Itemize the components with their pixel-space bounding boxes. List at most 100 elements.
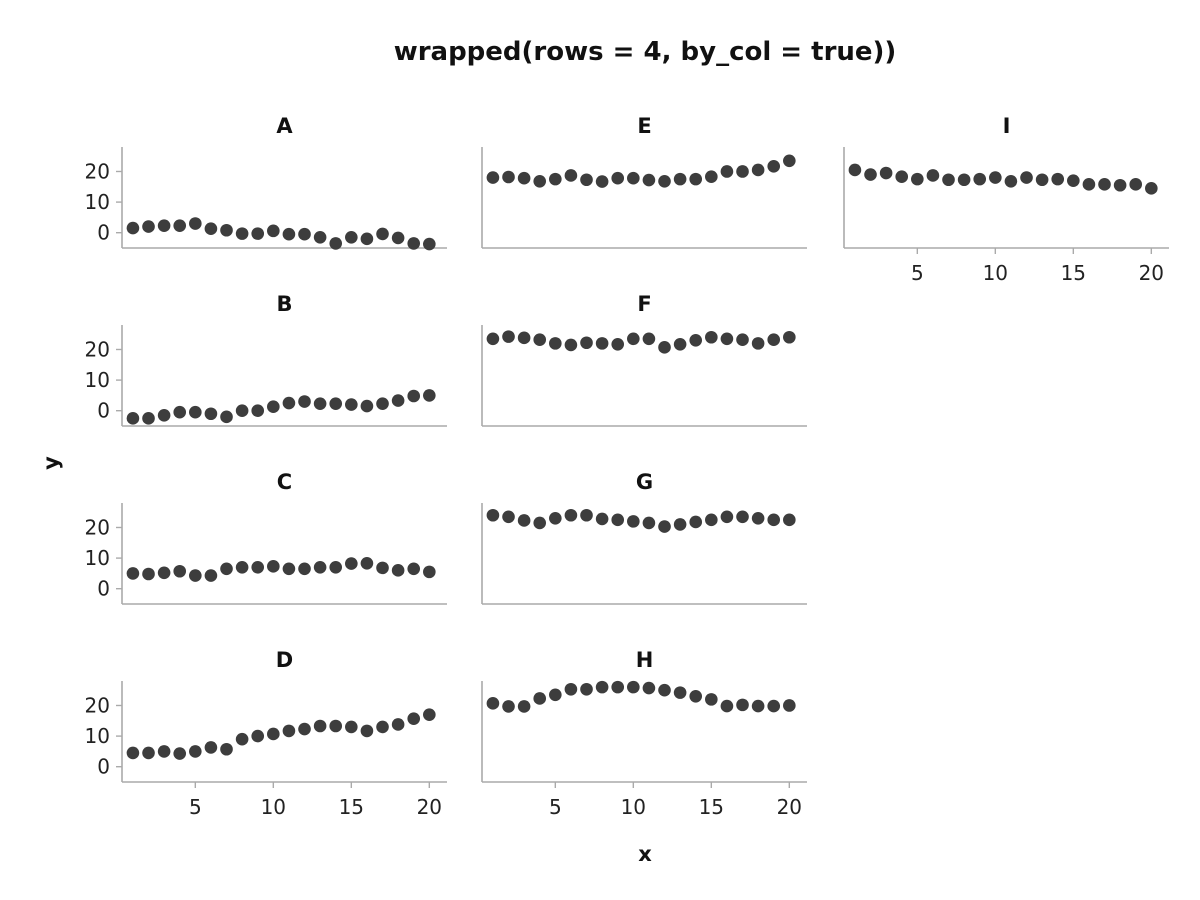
data-point [142, 412, 155, 425]
data-point [642, 173, 656, 187]
data-point [848, 163, 862, 177]
facet-title: C [277, 470, 292, 494]
data-point [689, 515, 703, 529]
data-point [376, 227, 389, 241]
data-point [329, 237, 343, 250]
x-tick-label: 5 [549, 795, 562, 819]
data-point [720, 510, 734, 524]
data-point [580, 173, 593, 187]
data-point [658, 174, 671, 188]
y-tick-label: 10 [85, 724, 110, 748]
data-point [751, 337, 765, 350]
data-point [611, 337, 625, 351]
data-point [220, 562, 233, 576]
facet-panel-h: H 5 10 15 20 [481, 648, 807, 819]
data-point [1020, 171, 1033, 184]
y-tick-label: 10 [85, 368, 110, 392]
y-tick-label: 20 [85, 337, 110, 361]
data-point [595, 512, 609, 526]
data-point [173, 219, 187, 232]
y-tick-label: 0 [97, 221, 110, 245]
data-point [751, 512, 765, 525]
data-point [627, 332, 640, 346]
x-tick-label: 5 [911, 261, 924, 285]
facet-title: B [276, 292, 292, 316]
data-point [126, 567, 140, 580]
x-tick-label: 20 [777, 795, 802, 819]
data-point [235, 227, 249, 240]
data-point [517, 700, 531, 713]
data-point [251, 404, 265, 417]
data-point [705, 170, 718, 183]
data-point [407, 562, 421, 576]
facet-title: G [636, 470, 653, 494]
x-tick-label: 20 [1139, 261, 1164, 285]
data-point [360, 556, 374, 570]
facet-panel-f: F [481, 292, 807, 427]
data-point [391, 718, 405, 731]
facet-panel-a: A 0 10 20 [85, 114, 447, 251]
data-point [313, 397, 327, 410]
data-point [627, 680, 640, 694]
data-point [502, 700, 515, 713]
chart-title: wrapped(rows = 4, by_col = true)) [394, 37, 897, 67]
x-tick-label: 10 [621, 795, 646, 819]
data-point [564, 508, 578, 522]
y-axis-label: y [39, 456, 63, 470]
x-tick-label: 10 [983, 261, 1008, 285]
data-point [360, 724, 374, 738]
data-point [423, 708, 436, 721]
data-point [783, 330, 796, 344]
data-point [611, 680, 625, 694]
facet-panel-b: B 0 10 20 [85, 292, 447, 427]
data-point [235, 404, 249, 417]
data-point [126, 746, 140, 760]
data-point [423, 237, 436, 251]
data-point [864, 168, 877, 181]
data-point [391, 394, 405, 407]
data-point [502, 330, 515, 343]
data-point [407, 237, 421, 250]
data-point [720, 165, 734, 178]
data-point [173, 747, 187, 760]
data-point [1113, 178, 1127, 192]
data-point [957, 173, 971, 187]
data-point [627, 515, 640, 528]
data-point [329, 397, 343, 410]
data-point [580, 336, 593, 350]
data-point [751, 163, 765, 177]
data-point [360, 232, 374, 246]
data-point [689, 172, 703, 186]
data-point [689, 334, 703, 347]
data-point [282, 562, 296, 576]
data-point [486, 697, 500, 710]
data-point [627, 171, 640, 185]
facet-title: F [637, 292, 651, 316]
data-point [689, 690, 703, 703]
data-point [329, 719, 343, 733]
data-point [1067, 174, 1080, 187]
data-point [173, 405, 187, 419]
data-point [157, 566, 171, 580]
facet-title: I [1003, 114, 1011, 138]
y-tick-label: 20 [85, 515, 110, 539]
data-point [1145, 182, 1158, 195]
data-point [298, 722, 311, 736]
data-point [783, 154, 796, 168]
data-point [126, 412, 140, 425]
data-point [345, 720, 358, 734]
data-point [502, 510, 515, 524]
data-point [673, 337, 687, 351]
x-tick-label: 15 [1061, 261, 1086, 285]
data-point [736, 165, 749, 178]
data-point [549, 688, 562, 702]
data-point [189, 217, 202, 230]
data-point [220, 223, 233, 237]
data-point [142, 220, 155, 233]
data-point [157, 408, 171, 422]
data-point [204, 741, 218, 754]
data-point [705, 330, 718, 344]
data-point [658, 341, 671, 354]
data-point [189, 745, 202, 758]
data-point [642, 516, 656, 530]
